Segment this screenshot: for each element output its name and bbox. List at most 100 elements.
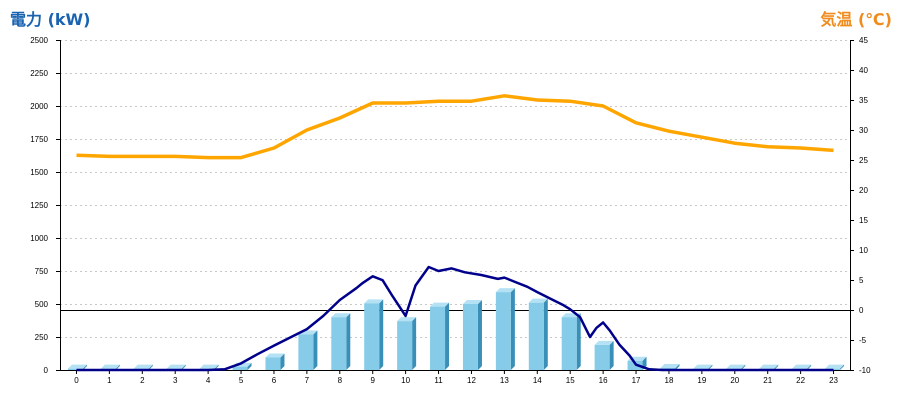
temperature-line (76, 94, 834, 160)
x-tick-label: 17 (632, 376, 641, 385)
bar (528, 302, 544, 370)
bar (265, 357, 281, 370)
x-tick-label: 13 (500, 376, 509, 385)
bar (462, 304, 478, 370)
left-tick-label: 2500 (30, 36, 48, 45)
bar-top (495, 288, 515, 293)
bar-side (247, 362, 252, 370)
x-tick-label: 10 (401, 376, 410, 385)
bar-top (693, 364, 713, 369)
right-tick-label: 40 (859, 66, 868, 75)
left-tick-label: 0 (44, 366, 49, 375)
left-tick-label: 1750 (30, 135, 48, 144)
bar-top (825, 364, 845, 369)
bar-side (576, 313, 581, 370)
left-tick-label: 1250 (30, 201, 48, 210)
bar-side (346, 313, 351, 370)
bar-side (675, 364, 680, 370)
bar-side (280, 353, 285, 370)
bar-top (759, 364, 779, 369)
bar-top (528, 298, 548, 303)
bar-side (543, 298, 548, 370)
bar (331, 317, 347, 370)
x-tick-label: 9 (370, 376, 375, 385)
bar-top (133, 364, 153, 369)
bar-top (726, 364, 746, 369)
right-tick-label: 0 (859, 306, 864, 315)
left-tick-label: 2250 (30, 69, 48, 78)
bar-side (510, 288, 515, 370)
bar (397, 321, 413, 370)
bar-top (364, 299, 384, 304)
bar-top (100, 364, 120, 369)
bar-side (181, 364, 186, 370)
right-tick-label: 20 (859, 186, 868, 195)
x-tick-label: 7 (305, 376, 310, 385)
x-tick-label: 0 (74, 376, 79, 385)
left-tick-label: 250 (35, 333, 49, 342)
right-tick-label: 45 (859, 36, 868, 45)
bar-top (166, 364, 186, 369)
right-tick-label: -10 (859, 366, 871, 375)
bar-top (594, 340, 614, 345)
bar-side (115, 364, 120, 370)
bar-side (313, 330, 318, 370)
right-tick-label: 25 (859, 156, 868, 165)
bar (561, 317, 577, 370)
bar-top (462, 300, 482, 304)
bar-side (477, 300, 482, 370)
x-tick-label: 12 (467, 376, 476, 385)
right-tick-label: 30 (859, 126, 868, 135)
right-tick-label: 10 (859, 246, 868, 255)
x-tick-label: 20 (730, 376, 739, 385)
x-tick-label: 3 (173, 376, 178, 385)
bar (430, 306, 446, 370)
bar-top (331, 313, 351, 318)
bar-side (807, 364, 812, 370)
right-axis-title: 気温 (℃) (820, 10, 892, 29)
bar-side (708, 364, 713, 370)
x-tick-label: 2 (140, 376, 145, 385)
x-tick-label: 5 (239, 376, 244, 385)
x-tick-label: 1 (107, 376, 112, 385)
bar (67, 368, 83, 370)
x-tick-label: 14 (533, 376, 542, 385)
x-tick-label: 15 (566, 376, 575, 385)
bar-top (397, 317, 417, 322)
left-tick-label: 500 (35, 300, 49, 309)
left-tick-label: 1500 (30, 168, 48, 177)
bar-side (445, 302, 450, 370)
bar-side (741, 364, 746, 370)
x-tick-label: 8 (338, 376, 343, 385)
bar-top (792, 364, 812, 369)
left-tick-label: 1000 (30, 234, 48, 243)
bar (298, 334, 314, 370)
right-tick-label: -5 (859, 336, 867, 345)
bar-side (82, 364, 87, 370)
x-tick-label: 22 (796, 376, 805, 385)
left-axis-title: 電力 (kW) (10, 10, 91, 29)
bar (495, 292, 511, 370)
left-tick-label: 750 (35, 267, 49, 276)
x-tick-label: 11 (434, 376, 443, 385)
bar-top (660, 364, 680, 369)
x-tick-label: 16 (599, 376, 608, 385)
x-tick-label: 4 (206, 376, 211, 385)
bar (232, 366, 248, 370)
bar-top (67, 364, 87, 369)
bar-side (148, 364, 153, 370)
bar-side (840, 364, 845, 370)
bar-top (199, 364, 219, 369)
right-tick-label: 15 (859, 216, 868, 225)
bar-top (265, 353, 285, 358)
x-tick-label: 19 (697, 376, 706, 385)
x-tick-label: 18 (665, 376, 674, 385)
bar (364, 303, 380, 370)
right-tick-label: 35 (859, 96, 868, 105)
power-line (76, 265, 834, 372)
bar-side (609, 340, 614, 370)
x-tick-label: 23 (829, 376, 838, 385)
left-tick-label: 2000 (30, 102, 48, 111)
